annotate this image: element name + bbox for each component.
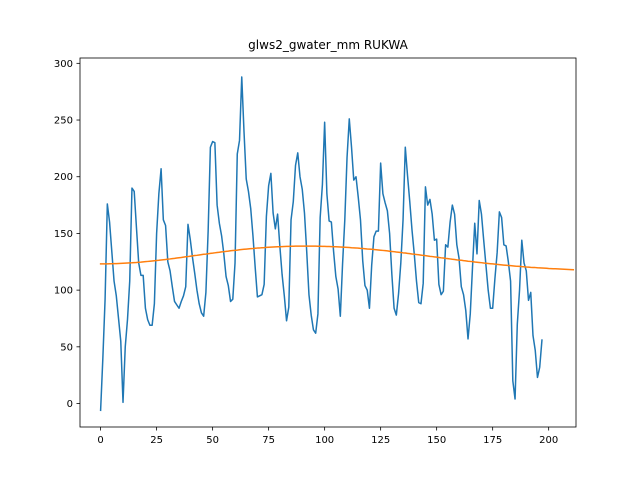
axes: 0 25 50 75 100 125 150 175 200 0 50 100 150 200 250 300 xyxy=(54,57,577,446)
x-tick-label: 125 xyxy=(371,435,390,446)
axes-frame xyxy=(79,57,577,428)
x-tick-label: 75 xyxy=(262,435,275,446)
y-tick-label: 200 xyxy=(54,172,73,183)
y-tick-label: 250 xyxy=(54,116,73,127)
x-tick-label: 150 xyxy=(427,435,446,446)
plot-area xyxy=(99,76,575,412)
y-tick-label: 150 xyxy=(54,229,73,240)
x-tick-label: 200 xyxy=(539,435,558,446)
chart-title: glws2_gwater_mm RUKWA xyxy=(248,38,408,52)
y-tick-label: 300 xyxy=(54,59,73,70)
x-tick-label: 100 xyxy=(315,435,334,446)
series-line-1 xyxy=(99,76,543,412)
x-tick-label: 175 xyxy=(483,435,502,446)
series-line-2 xyxy=(99,245,575,271)
x-tick-label: 50 xyxy=(206,435,219,446)
y-tick-label: 50 xyxy=(60,342,73,353)
y-tick-label: 100 xyxy=(54,286,73,297)
x-tick-label: 0 xyxy=(97,435,103,446)
y-tick-label: 0 xyxy=(67,399,73,410)
x-tick-label: 25 xyxy=(150,435,163,446)
